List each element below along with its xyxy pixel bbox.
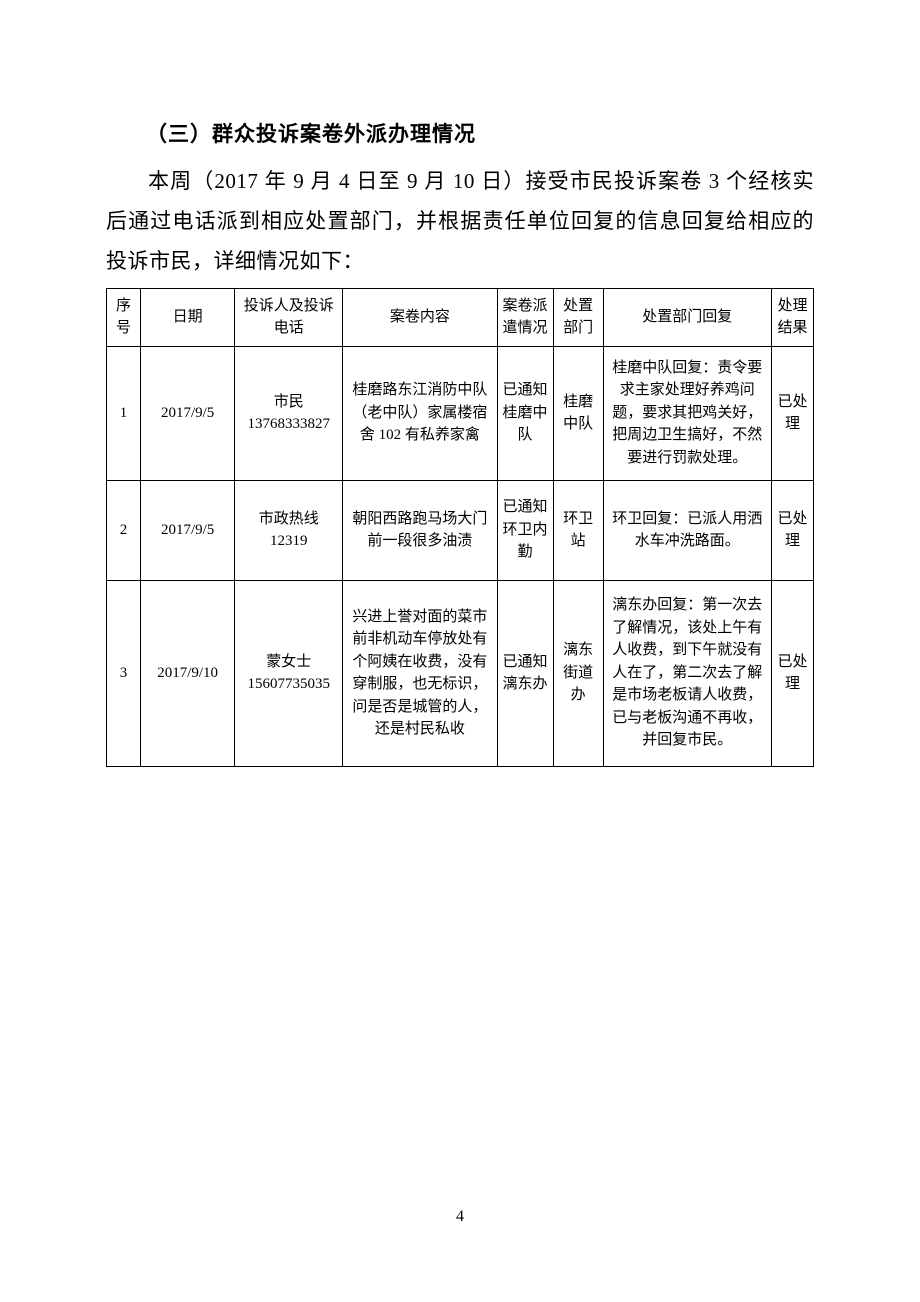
- cell-result: 已处理: [771, 346, 813, 480]
- header-reply: 处置部门回复: [603, 288, 771, 346]
- cell-date: 2017/9/5: [141, 346, 235, 480]
- cell-case: 兴进上誉对面的菜市前非机动车停放处有个阿姨在收费，没有穿制服，也无标识，问是否是…: [343, 580, 497, 766]
- table-row: 3 2017/9/10 蒙女士 15607735035 兴进上誉对面的菜市前非机…: [107, 580, 814, 766]
- cell-phone: 市民 13768333827: [235, 346, 343, 480]
- table-header-row: 序号 日期 投诉人及投诉电话 案卷内容 案卷派遣情况 处置部门 处置部门回复 处…: [107, 288, 814, 346]
- cell-result: 已处理: [771, 580, 813, 766]
- cell-dept: 漓东街道办: [553, 580, 603, 766]
- header-case: 案卷内容: [343, 288, 497, 346]
- header-dept: 处置部门: [553, 288, 603, 346]
- cell-case: 桂磨路东江消防中队（老中队）家属楼宿舍 102 有私养家禽: [343, 346, 497, 480]
- document-page: （三）群众投诉案卷外派办理情况 本周（2017 年 9 月 4 日至 9 月 1…: [0, 0, 920, 767]
- header-result: 处理结果: [771, 288, 813, 346]
- cell-date: 2017/9/5: [141, 480, 235, 580]
- cell-reply: 漓东办回复：第一次去了解情况，该处上午有人收费，到下午就没有人在了，第二次去了解…: [603, 580, 771, 766]
- page-number: 4: [0, 1208, 920, 1226]
- complaints-table: 序号 日期 投诉人及投诉电话 案卷内容 案卷派遣情况 处置部门 处置部门回复 处…: [106, 288, 814, 767]
- cell-date: 2017/9/10: [141, 580, 235, 766]
- header-idx: 序号: [107, 288, 141, 346]
- table-row: 2 2017/9/5 市政热线 12319 朝阳西路跑马场大门前一段很多油渍 已…: [107, 480, 814, 580]
- cell-phone: 蒙女士 15607735035: [235, 580, 343, 766]
- section-heading: （三）群众投诉案卷外派办理情况: [106, 118, 814, 148]
- header-date: 日期: [141, 288, 235, 346]
- cell-case: 朝阳西路跑马场大门前一段很多油渍: [343, 480, 497, 580]
- cell-dispatch: 已通知环卫内勤: [497, 480, 553, 580]
- cell-dept: 桂磨中队: [553, 346, 603, 480]
- intro-paragraph: 本周（2017 年 9 月 4 日至 9 月 10 日）接受市民投诉案卷 3 个…: [106, 162, 814, 282]
- table-row: 1 2017/9/5 市民 13768333827 桂磨路东江消防中队（老中队）…: [107, 346, 814, 480]
- header-dispatch: 案卷派遣情况: [497, 288, 553, 346]
- header-phone: 投诉人及投诉电话: [235, 288, 343, 346]
- cell-reply: 环卫回复：已派人用洒水车冲洗路面。: [603, 480, 771, 580]
- cell-idx: 3: [107, 580, 141, 766]
- cell-dept: 环卫站: [553, 480, 603, 580]
- cell-result: 已处理: [771, 480, 813, 580]
- cell-idx: 1: [107, 346, 141, 480]
- cell-dispatch: 已通知桂磨中队: [497, 346, 553, 480]
- cell-idx: 2: [107, 480, 141, 580]
- cell-phone: 市政热线 12319: [235, 480, 343, 580]
- cell-reply: 桂磨中队回复：责令要求主家处理好养鸡问题，要求其把鸡关好，把周边卫生搞好，不然要…: [603, 346, 771, 480]
- cell-dispatch: 已通知漓东办: [497, 580, 553, 766]
